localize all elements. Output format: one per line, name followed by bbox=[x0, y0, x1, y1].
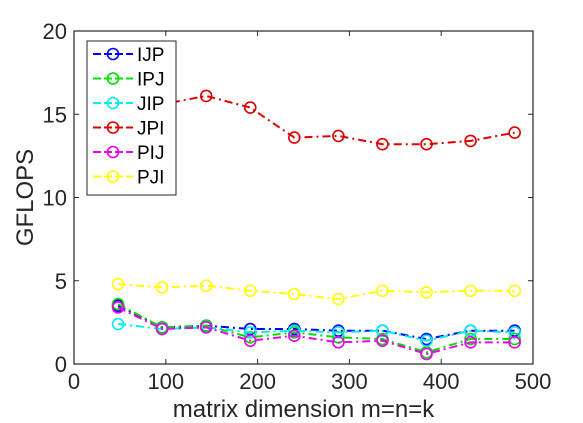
x-tick-label: 500 bbox=[515, 369, 552, 394]
legend-item-jpi: JPI bbox=[93, 119, 164, 140]
data-point-pij bbox=[420, 347, 433, 361]
series-line-pij bbox=[117, 306, 515, 356]
legend-marker-jip bbox=[106, 96, 120, 110]
data-point-pij bbox=[243, 334, 257, 347]
data-point-pji bbox=[464, 284, 477, 298]
data-point-pij bbox=[464, 336, 477, 349]
data-point-jip bbox=[508, 326, 521, 339]
tick-layer: 0 100 200 300 400 500 0 5 10 15 20 bbox=[43, 19, 552, 394]
x-tick-label: 200 bbox=[239, 369, 276, 394]
data-point-ipj bbox=[464, 332, 477, 346]
data-point-pji bbox=[243, 284, 257, 298]
legend-label-jip: JIP bbox=[137, 94, 164, 115]
series-pij bbox=[111, 301, 521, 361]
legend-item-ijp: IJP bbox=[93, 45, 164, 66]
series-layer bbox=[111, 89, 521, 361]
y-axis-label: GFLOPS bbox=[12, 149, 39, 246]
legend-item-pij: PIJ bbox=[93, 143, 164, 164]
x-tick-label: 0 bbox=[68, 369, 80, 394]
data-point-jpi bbox=[199, 89, 213, 103]
data-point-pij bbox=[508, 336, 521, 349]
legend-label-ijp: IJP bbox=[137, 45, 164, 66]
data-point-jpi bbox=[376, 137, 389, 151]
legend: IJP IPJ JIP JPI PIJ PJI bbox=[86, 40, 177, 196]
legend-marker-ipj bbox=[106, 72, 120, 85]
data-point-pij bbox=[111, 301, 125, 314]
data-point-jpi bbox=[243, 101, 257, 114]
legend-label-jpi: JPI bbox=[137, 119, 164, 140]
legend-item-pji: PJI bbox=[93, 168, 164, 189]
legend-item-ipj: IPJ bbox=[93, 70, 164, 91]
legend-marker-pij bbox=[106, 145, 120, 159]
y-tick-label: 0 bbox=[55, 352, 67, 377]
data-point-pji bbox=[155, 281, 169, 294]
legend-marker-jpi bbox=[106, 121, 120, 134]
y-tick-label: 15 bbox=[43, 102, 67, 127]
data-point-pji bbox=[420, 286, 433, 299]
data-point-jpi bbox=[332, 129, 345, 143]
data-point-pij bbox=[199, 321, 213, 334]
data-point-jip bbox=[111, 317, 125, 331]
y-tick-label: 10 bbox=[43, 186, 67, 211]
data-point-jpi bbox=[508, 126, 521, 139]
series-line-jpi bbox=[118, 94, 515, 146]
data-point-pij bbox=[376, 334, 389, 347]
data-point-pji bbox=[199, 279, 213, 293]
legend-label-pij: PIJ bbox=[137, 143, 164, 164]
x-tick-label: 100 bbox=[147, 369, 184, 394]
legend-marker-ijp bbox=[106, 47, 120, 61]
data-point-pij bbox=[155, 322, 169, 336]
data-point-pji bbox=[376, 284, 389, 298]
data-point-jip bbox=[243, 326, 257, 339]
data-point-jip bbox=[420, 334, 433, 347]
data-point-jip bbox=[332, 326, 345, 339]
data-point-pji bbox=[508, 284, 521, 298]
series-line-jip bbox=[117, 323, 515, 342]
x-tick-label: 400 bbox=[423, 369, 460, 394]
series-pji bbox=[111, 277, 521, 306]
series-line-ijp bbox=[117, 304, 515, 341]
series-line-pji bbox=[118, 283, 515, 301]
data-point-ipj bbox=[508, 332, 521, 346]
legend-label-pji: PJI bbox=[137, 168, 164, 189]
y-tick-label: 5 bbox=[55, 269, 67, 294]
data-point-pji bbox=[111, 277, 125, 291]
legend-items: IJP IPJ JIP JPI PIJ PJI bbox=[93, 45, 164, 189]
legend-item-jip: JIP bbox=[93, 94, 164, 115]
data-point-jpi bbox=[420, 137, 433, 151]
data-point-pji bbox=[288, 287, 301, 301]
data-point-jip bbox=[376, 324, 389, 338]
legend-box bbox=[86, 40, 177, 196]
data-point-pij bbox=[288, 329, 301, 342]
data-point-jpi bbox=[464, 134, 477, 148]
x-axis-label: matrix dimension m=n=k bbox=[173, 396, 435, 423]
data-point-pij bbox=[332, 336, 345, 349]
x-tick-label: 300 bbox=[331, 369, 368, 394]
data-point-ipj bbox=[111, 297, 125, 311]
data-point-jpi bbox=[288, 131, 301, 144]
legend-marker-pji bbox=[106, 170, 120, 183]
data-point-pji bbox=[332, 292, 345, 306]
legend-label-ipj: IPJ bbox=[137, 70, 164, 91]
y-tick-label: 20 bbox=[43, 19, 67, 44]
